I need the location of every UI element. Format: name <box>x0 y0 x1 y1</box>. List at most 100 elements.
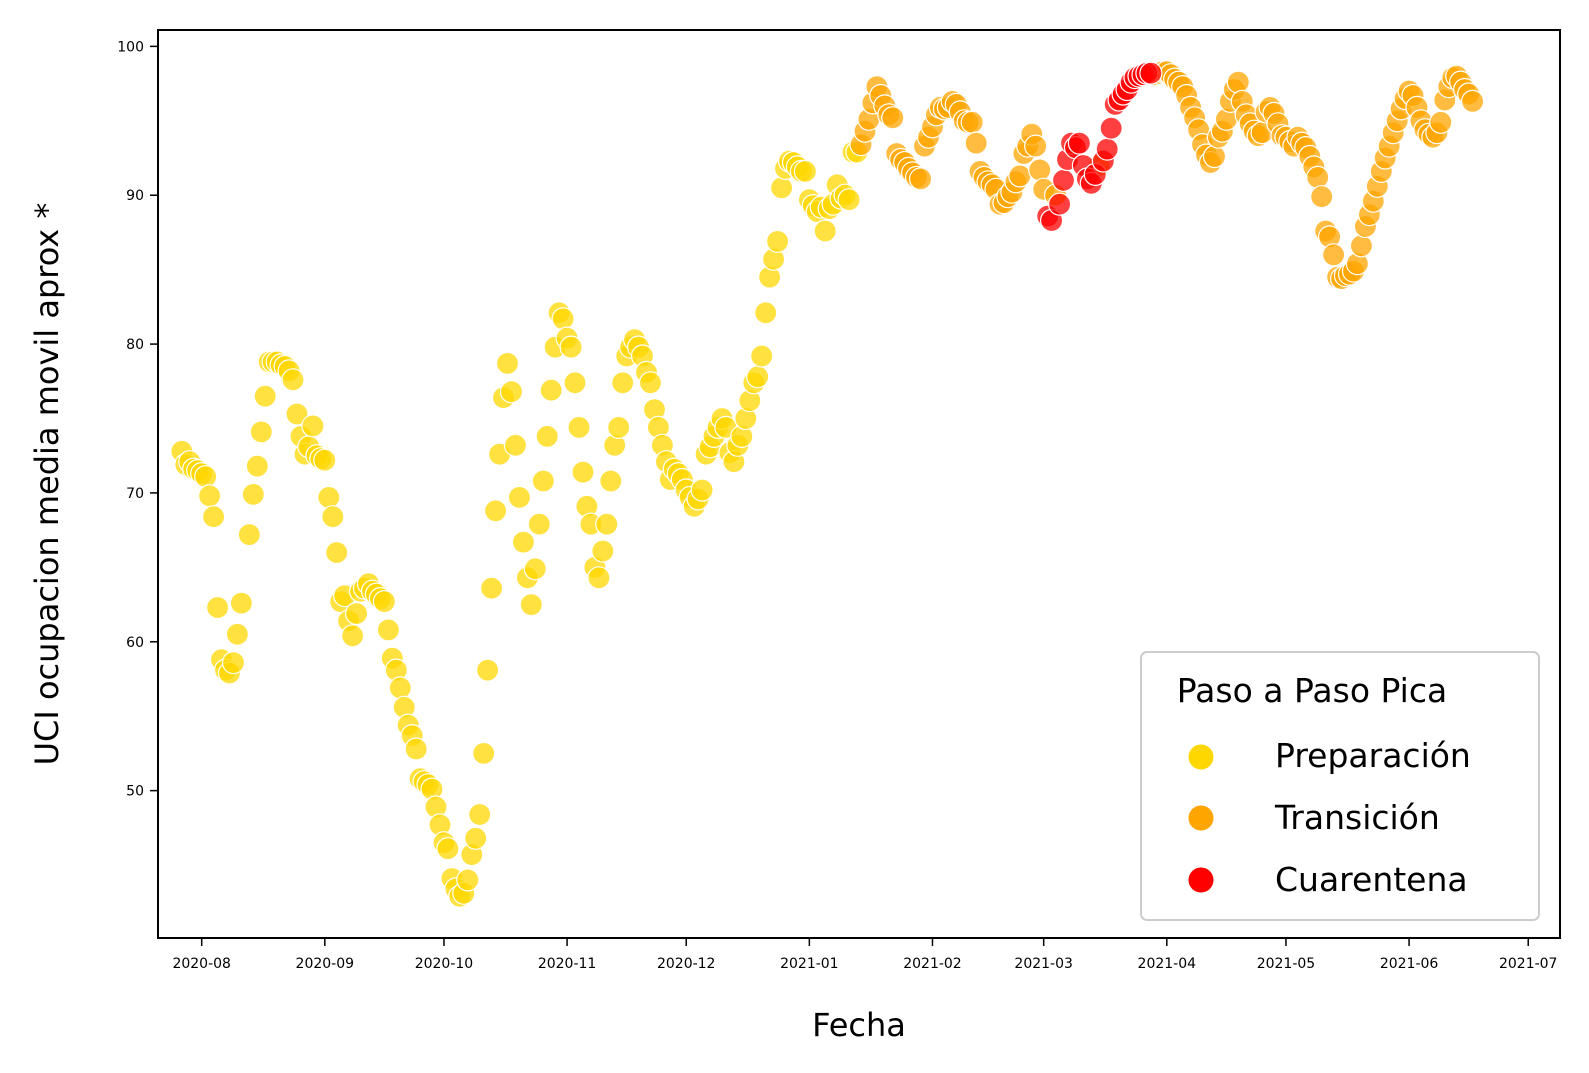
point-preparacion <box>750 344 774 368</box>
point-preparacion <box>567 415 591 439</box>
point-preparacion <box>793 159 818 183</box>
point-preparacion <box>472 741 496 766</box>
point-transicion <box>1460 89 1485 114</box>
point-preparacion <box>535 424 559 448</box>
point-cuarentena <box>1095 137 1119 161</box>
y-tick-label: 80 <box>126 337 144 353</box>
y-axis-title: UCI ocupacion media movil aprox * <box>28 203 66 766</box>
point-preparacion <box>571 460 595 484</box>
y-tick-label: 50 <box>126 784 144 800</box>
point-preparacion <box>527 512 551 536</box>
point-preparacion <box>376 618 400 642</box>
point-preparacion <box>495 351 520 375</box>
point-cuarentena <box>1047 192 1072 216</box>
point-preparacion <box>325 540 349 565</box>
point-preparacion <box>480 576 504 600</box>
point-transicion <box>1024 134 1048 158</box>
point-transicion <box>1226 70 1250 94</box>
point-preparacion <box>202 505 226 529</box>
point-preparacion <box>611 371 635 395</box>
x-tick-label: 2021-01 <box>780 956 839 972</box>
legend-title: Paso a Paso Pica <box>1177 671 1447 710</box>
point-transicion <box>960 110 984 134</box>
point-preparacion <box>531 469 555 493</box>
x-tick-label: 2020-12 <box>657 956 716 972</box>
point-transicion <box>1429 110 1453 134</box>
point-transicion <box>1349 234 1374 258</box>
point-preparacion <box>769 176 794 200</box>
point-transicion <box>1306 165 1330 189</box>
plot-area-frame <box>157 29 1561 939</box>
x-tick-label: 2021-04 <box>1138 956 1197 972</box>
point-preparacion <box>599 469 623 493</box>
point-preparacion <box>206 595 230 620</box>
point-preparacion <box>607 415 631 439</box>
x-tick-label: 2020-11 <box>538 956 597 972</box>
point-preparacion <box>507 485 532 509</box>
point-preparacion <box>281 368 305 392</box>
point-preparacion <box>388 676 412 700</box>
legend-marker-transicion <box>1187 804 1215 832</box>
x-axis: 2020-08 2020-09 2020-10 2020-11 2020-12 2021-… <box>172 938 1557 972</box>
point-cuarentena <box>1051 168 1076 192</box>
y-tick-label: 100 <box>117 39 144 55</box>
point-preparacion <box>476 658 500 682</box>
point-cuarentena <box>1067 131 1092 155</box>
point-transicion <box>1028 158 1052 182</box>
point-preparacion <box>690 478 714 502</box>
legend-label-preparacion: Preparación <box>1275 736 1471 775</box>
point-preparacion <box>754 301 778 325</box>
x-tick-label: 2021-07 <box>1499 956 1558 972</box>
point-preparacion <box>595 512 619 536</box>
point-preparacion <box>253 384 277 408</box>
y-tick-label: 90 <box>126 188 144 204</box>
x-tick-label: 2021-03 <box>1014 956 1073 972</box>
point-preparacion <box>484 499 508 523</box>
point-preparacion <box>198 484 222 508</box>
data-points <box>170 60 1485 908</box>
legend-marker-preparacion <box>1187 743 1215 771</box>
point-preparacion <box>317 485 341 509</box>
point-preparacion <box>341 624 365 648</box>
point-preparacion <box>229 591 253 615</box>
point-transicion <box>881 106 905 130</box>
point-preparacion <box>837 188 861 212</box>
point-preparacion <box>591 539 615 563</box>
y-axis: 50 60 70 80 90 100 <box>117 39 158 800</box>
point-preparacion <box>436 837 460 861</box>
point-preparacion <box>746 365 770 389</box>
point-preparacion <box>765 229 790 253</box>
point-transicion <box>964 131 988 155</box>
point-transicion <box>1310 185 1334 209</box>
point-transicion <box>1008 164 1032 188</box>
point-preparacion <box>194 465 218 489</box>
point-preparacion <box>372 589 396 614</box>
point-preparacion <box>551 307 575 331</box>
x-tick-label: 2021-02 <box>903 956 962 972</box>
point-preparacion <box>499 380 524 404</box>
legend-frame <box>1140 651 1540 921</box>
point-preparacion <box>237 522 261 547</box>
x-tick-label: 2020-09 <box>296 956 355 972</box>
point-preparacion <box>587 566 611 590</box>
point-preparacion <box>313 448 337 472</box>
point-preparacion <box>503 433 528 457</box>
point-preparacion <box>404 737 428 761</box>
point-preparacion <box>345 601 369 626</box>
point-preparacion <box>638 371 663 395</box>
point-preparacion <box>285 402 309 426</box>
x-tick-label: 2021-05 <box>1257 956 1316 972</box>
point-preparacion <box>519 592 543 617</box>
point-preparacion <box>249 420 273 444</box>
point-preparacion <box>511 530 536 554</box>
x-tick-label: 2020-10 <box>415 956 474 972</box>
point-preparacion <box>464 826 488 850</box>
point-transicion <box>1321 243 1346 267</box>
y-tick-label: 60 <box>126 635 144 651</box>
legend-label-cuarentena: Cuarentena <box>1275 860 1468 899</box>
x-tick-label: 2021-06 <box>1380 956 1439 972</box>
legend-marker-cuarentena <box>1187 866 1215 894</box>
y-tick-label: 70 <box>126 486 144 502</box>
point-preparacion <box>245 454 269 478</box>
